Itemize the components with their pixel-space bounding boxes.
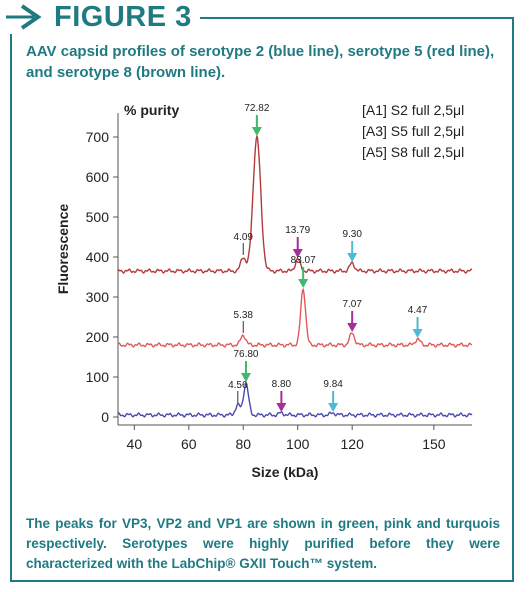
x-tick-label: 60 — [181, 436, 197, 452]
figure-label: FIGURE 3 — [54, 0, 192, 33]
data-label: 13.79 — [285, 225, 310, 236]
y-tick-label: 200 — [86, 329, 110, 345]
figure-caption: The peaks for VP3, VP2 and VP1 are shown… — [26, 516, 500, 571]
y-tick-label: 300 — [86, 289, 110, 305]
series-line — [117, 287, 473, 348]
arrow-right-icon — [6, 4, 42, 30]
x-axis-label: Size (kDa) — [252, 464, 319, 480]
data-label: 4.09 — [234, 232, 254, 243]
y-tick-label: 700 — [86, 129, 110, 145]
peak-marker — [347, 253, 358, 262]
data-label: 7.07 — [342, 299, 362, 310]
peak-marker — [240, 373, 251, 382]
chart: 0 100 200 300 400 500 600 700 40 60 80 100 120 150 Siz… — [12, 95, 507, 492]
y-tick-label: 500 — [86, 209, 110, 225]
data-label: 72.82 — [244, 103, 269, 114]
legend-entry: [A3] S5 full 2,5μl — [362, 123, 464, 139]
data-label: 8.80 — [272, 379, 292, 390]
y-tick-label: 100 — [86, 369, 110, 385]
x-tick-label: 100 — [286, 436, 310, 452]
data-label: 76.80 — [233, 349, 258, 360]
legend-entry: [A1] S2 full 2,5μl — [362, 102, 464, 118]
data-label: 4.56 — [228, 380, 248, 391]
data-label: 9.30 — [342, 229, 362, 240]
peak-marker — [276, 403, 287, 412]
y-tick-label: 400 — [86, 249, 110, 265]
chart-title: % purity — [124, 102, 179, 118]
figure-frame — [10, 17, 514, 582]
peak-marker — [347, 323, 358, 332]
x-tick-label: 80 — [235, 436, 251, 452]
peak-marker — [298, 279, 309, 288]
data-label: 9.84 — [323, 379, 343, 390]
series-line — [117, 381, 473, 418]
peak-marker — [412, 329, 423, 338]
x-tick-label: 150 — [422, 436, 446, 452]
x-tick-label: 40 — [127, 436, 143, 452]
figure-header: FIGURE 3 — [4, 0, 200, 34]
data-label: 5.38 — [234, 310, 254, 321]
peak-marker — [292, 249, 303, 258]
legend-entry: [A5] S8 full 2,5μl — [362, 144, 464, 160]
y-axis-label: Fluorescence — [55, 204, 71, 294]
series-line — [117, 133, 473, 274]
data-label: 4.47 — [408, 305, 428, 316]
data-label: 83.07 — [291, 255, 316, 266]
figure-subtitle: AAV capsid profiles of serotype 2 (blue … — [26, 43, 495, 81]
y-tick-label: 0 — [101, 409, 109, 425]
chart-svg: 0 100 200 300 400 500 600 700 40 60 80 100 120 150 Siz… — [55, 102, 473, 480]
peak-marker — [251, 127, 262, 136]
peak-marker — [328, 403, 339, 412]
x-tick-label: 120 — [341, 436, 365, 452]
y-tick-label: 600 — [86, 169, 110, 185]
